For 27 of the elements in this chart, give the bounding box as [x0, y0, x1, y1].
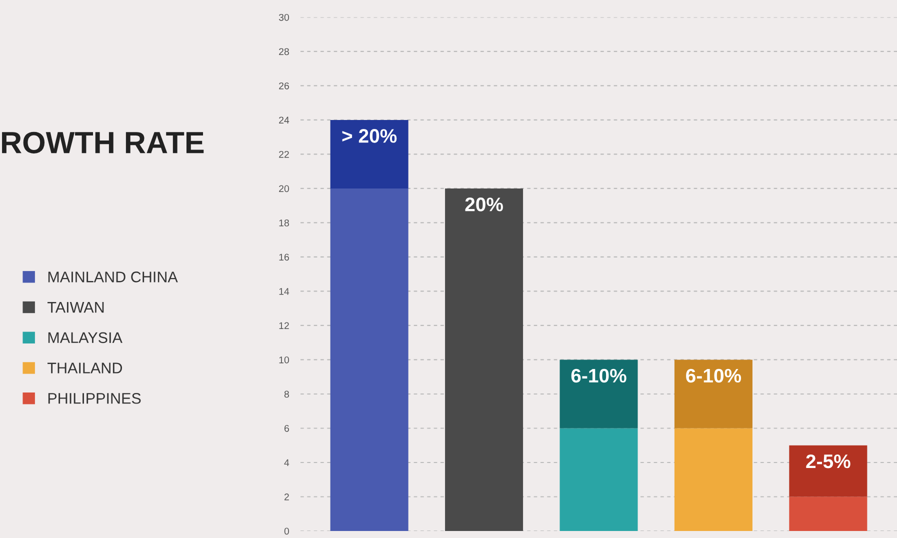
y-tick-label: 12: [279, 322, 289, 330]
y-tick-label: 20: [279, 185, 290, 192]
y-tick-label: 16: [279, 254, 289, 261]
y-tick-label: 10: [279, 356, 290, 364]
y-tick-label: 8: [284, 390, 289, 398]
y-tick-label: 18: [279, 219, 289, 226]
text: ROWTH RATE: [2, 132, 204, 154]
legend-label: THAILAND: [48, 362, 122, 374]
legend-label: PHILIPPINES: [48, 392, 141, 404]
y-tick-label: 28: [279, 48, 289, 56]
annotation: 20%: [465, 198, 503, 212]
y-tick-label: 30: [278, 14, 290, 21]
legend-label: TAIWAN: [48, 302, 104, 313]
y-tick-label: 4: [284, 459, 290, 466]
annotation: 2-5%: [806, 454, 850, 468]
annotation: 6-10%: [686, 368, 742, 383]
y-tick-label: 2: [284, 493, 289, 500]
legend-label: MALAYSIA: [48, 332, 122, 344]
annotation: > 20%: [342, 129, 397, 143]
y-tick-label: 22: [279, 150, 289, 158]
y-tick-label: 14: [279, 288, 290, 295]
annotation: 6-10%: [571, 368, 626, 383]
y-tick-label: 26: [279, 82, 289, 90]
y-tick-label: 0: [284, 528, 290, 535]
y-tick-label: 6: [284, 424, 289, 432]
y-tick-label: 24: [279, 116, 290, 124]
legend-label: MAINLAND CHINA: [48, 272, 178, 282]
